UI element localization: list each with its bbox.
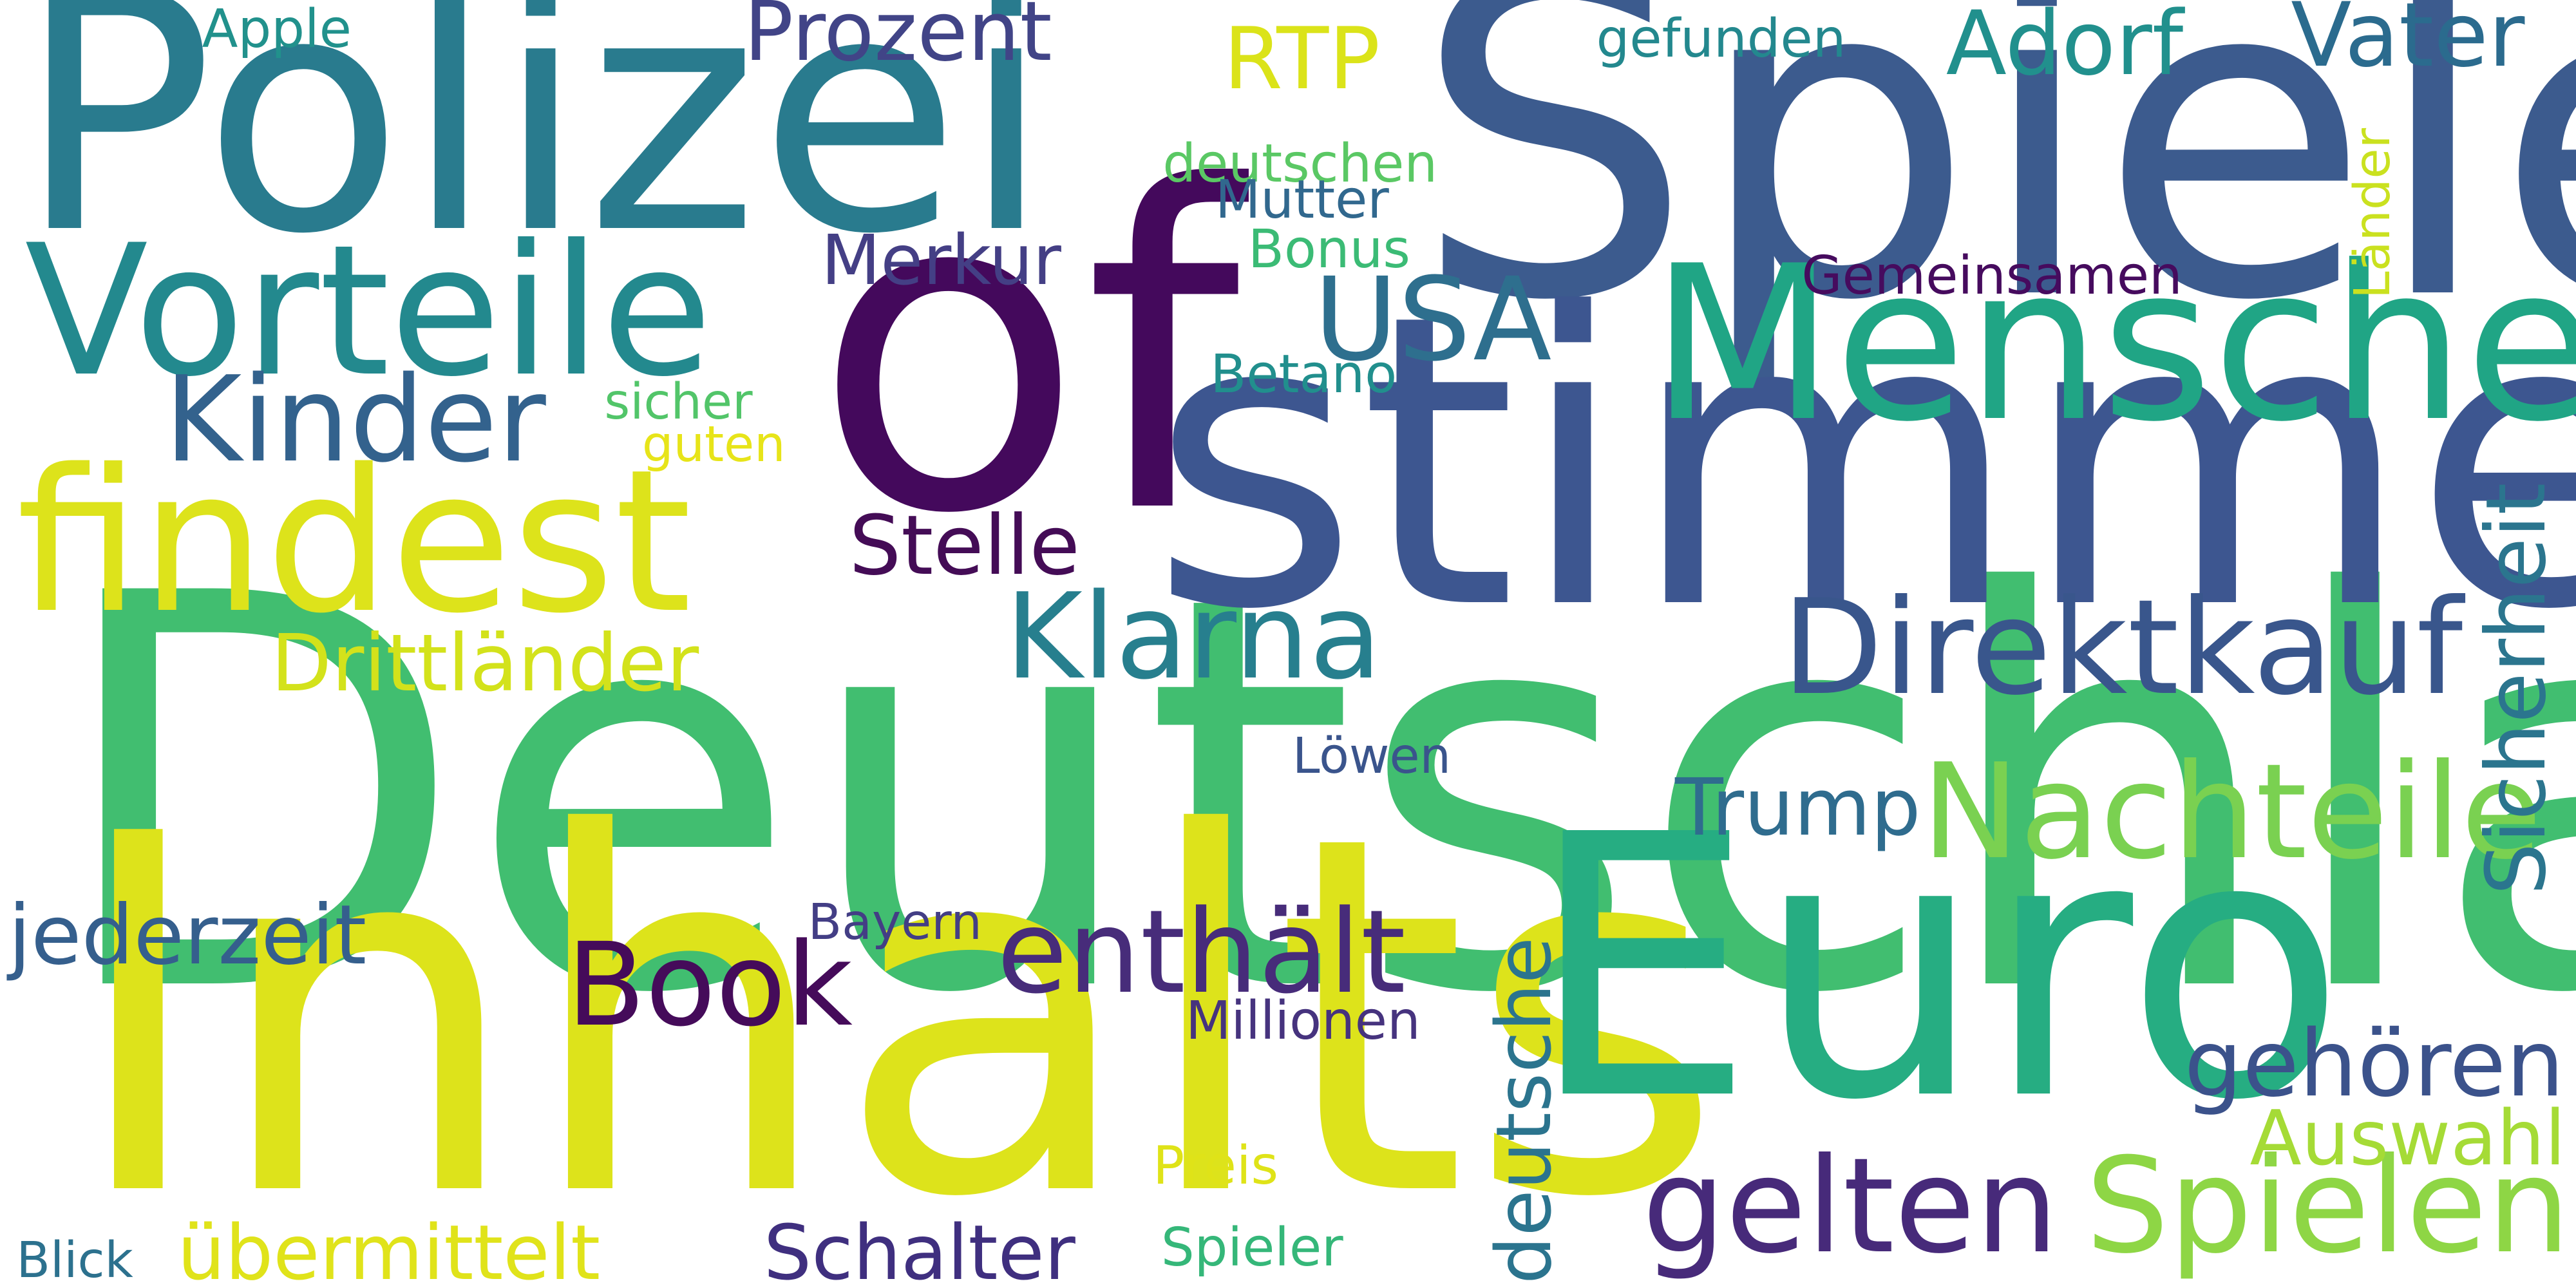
word-adorf: Adorf [1946,0,2184,95]
word-lander: Länder [2344,128,2401,299]
word-deutsche: deutsche [1479,937,1568,1285]
word-betano: Betano [1210,343,1397,405]
word-nachteile: Nachteile [1921,736,2542,889]
word-bayern: Bayern [808,893,982,951]
word-lowen: Löwen [1292,728,1452,786]
word-spieler: Spieler [1160,1217,1343,1279]
word-menschen: Menschen [1650,220,2576,469]
word-of: of [813,95,1240,611]
word-auswahl: Auswahl [2249,1094,2566,1182]
word-trump: Trump [1675,761,1921,854]
word-enthalt: enthält [996,885,1406,1019]
word-bonus: Bonus [1248,218,1410,280]
word-blick: Blick [16,1232,133,1288]
word-deutschen: deutschen [1162,133,1438,195]
word-millionen: Millionen [1186,990,1421,1052]
word-direktkauf: Direktkauf [1781,572,2463,725]
word-sicher: sicher [604,373,753,431]
word-spiele: Spiele [1412,0,2576,397]
word-klarna: Klarna [1005,568,1382,706]
word-apple: Apple [202,0,352,61]
word-euro: Euro [1527,759,2347,1179]
word-polizei: Polizei [16,0,1052,306]
word-deutschland: Deutschland [49,481,2576,1112]
word-stimmen: stimmen [1150,229,2576,697]
word-book: Book [566,918,853,1052]
word-gelten: gelten [1642,1130,2059,1283]
word-stelle: Stelle [849,498,1080,594]
word-merkur: Merkur [821,220,1061,301]
word-ubermittelt: übermittelt [177,1209,601,1288]
word-findest: findest [16,427,692,657]
word-kinder: Kinder [164,352,546,489]
word-inhalts: Inhalts [66,731,1725,1288]
word-spielen: Spielen [2085,1130,2571,1283]
word-schalter: Schalter [763,1209,1075,1288]
word-gehoren: gehören [2184,1010,2564,1117]
word-guten: guten [642,415,786,473]
word-usa: USA [1314,253,1552,387]
word-vater: Vater [2291,0,2525,88]
word-mutter: Mutter [1215,169,1389,231]
word-vorteile: Vorteile [24,207,713,417]
word-rtp: RTP [1223,9,1381,109]
word-gemeinsamen: Gemeinsamen [1801,245,2183,307]
word-gefunden: gefunden [1596,8,1846,70]
word-sicherheit: Sicherheit [2469,482,2565,895]
word-prozent: Prozent [744,0,1052,80]
word-preis: Preis [1153,1135,1278,1197]
word-jederzeit: jederzeit [8,887,367,983]
word-drittlander: Drittländer [270,617,699,709]
